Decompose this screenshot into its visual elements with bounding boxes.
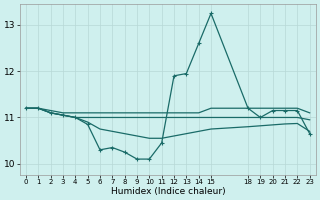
X-axis label: Humidex (Indice chaleur): Humidex (Indice chaleur) (110, 187, 225, 196)
